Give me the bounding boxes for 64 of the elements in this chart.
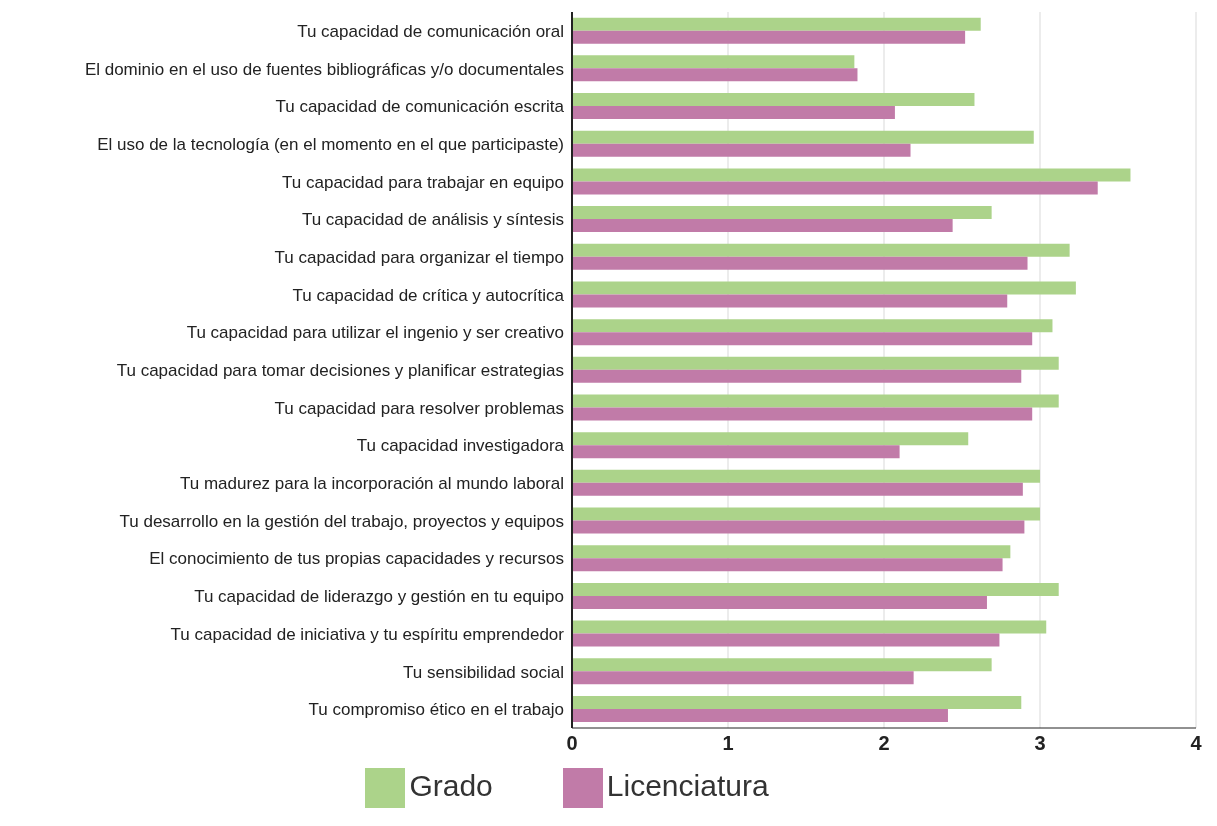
y-tick-label: Tu compromiso ético en el trabajo [308, 700, 564, 720]
bar [572, 281, 1076, 295]
x-tick-label: 2 [878, 732, 890, 755]
y-tick-label: Tu sensibilidad social [403, 662, 564, 682]
bar [572, 30, 966, 44]
bar [572, 143, 911, 157]
y-tick-label: Tu capacidad para trabajar en equipo [282, 172, 564, 192]
bar [572, 394, 1059, 408]
y-tick-label: Tu madurez para la incorporación al mundo laboral [180, 474, 564, 494]
bar [572, 545, 1011, 559]
y-tick-label: Tu capacidad de análisis y síntesis [301, 210, 564, 230]
y-tick-label: El conocimiento de tus propias capacidades y recursos [149, 549, 564, 569]
bar [572, 17, 981, 31]
bar [572, 633, 1000, 647]
bar [572, 582, 1059, 596]
x-tick-label: 1 [722, 732, 734, 755]
y-tick-label: Tu capacidad de iniciativa y tu espíritu emprendedor [170, 624, 565, 644]
y-tick-label: Tu capacidad de liderazgo y gestión en tu equipo [194, 587, 564, 607]
bar [572, 55, 855, 69]
bar [572, 130, 1034, 144]
bar [572, 445, 900, 459]
bar [572, 93, 975, 107]
bar [572, 708, 948, 722]
legend-label: Grado [409, 768, 493, 802]
bar [572, 256, 1028, 270]
bar [572, 507, 1040, 521]
y-tick-label: Tu capacidad de comunicación escrita [275, 97, 565, 117]
bar [572, 106, 895, 120]
bar [572, 520, 1025, 534]
bar [572, 671, 914, 685]
y-tick-label: Tu capacidad para tomar decisiones y planificar estrategias [116, 361, 564, 381]
bar [572, 356, 1059, 370]
y-tick-label: Tu desarrollo en la gestión del trabajo, proyectos y equipos [119, 511, 564, 531]
y-tick-label: Tu capacidad para resolver problemas [274, 398, 564, 418]
legend-label: Licenciatura [606, 768, 769, 802]
bar [572, 181, 1098, 195]
x-tick-label: 3 [1034, 732, 1046, 755]
bar [572, 658, 992, 672]
bar [572, 432, 969, 446]
bar [572, 695, 1022, 709]
bar [572, 332, 1033, 346]
bar [572, 206, 992, 220]
bar [572, 168, 1131, 182]
bar [572, 369, 1022, 383]
bar [572, 294, 1008, 308]
bar [572, 595, 987, 609]
y-tick-label: Tu capacidad de crítica y autocrítica [292, 285, 565, 305]
x-tick-label: 4 [1190, 732, 1203, 755]
x-tick-label: 0 [566, 732, 578, 755]
y-tick-label: El uso de la tecnología (en el momento en el que participaste) [97, 134, 564, 154]
y-tick-label: Tu capacidad investigadora [356, 436, 565, 456]
bar [572, 219, 953, 233]
bar [572, 68, 858, 82]
bar [572, 620, 1047, 634]
bar [572, 407, 1033, 421]
bar [572, 558, 1003, 572]
y-tick-label: Tu capacidad de comunicación oral [297, 21, 564, 41]
bar [572, 469, 1040, 483]
y-tick-label: Tu capacidad para organizar el tiempo [274, 247, 564, 267]
bar [572, 482, 1023, 496]
y-tick-label: Tu capacidad para utilizar el ingenio y ser creativo [186, 323, 564, 343]
bar [572, 243, 1070, 257]
bar [572, 319, 1053, 333]
y-tick-label: El dominio en el uso de fuentes bibliográficas y/o documentales [84, 59, 564, 79]
